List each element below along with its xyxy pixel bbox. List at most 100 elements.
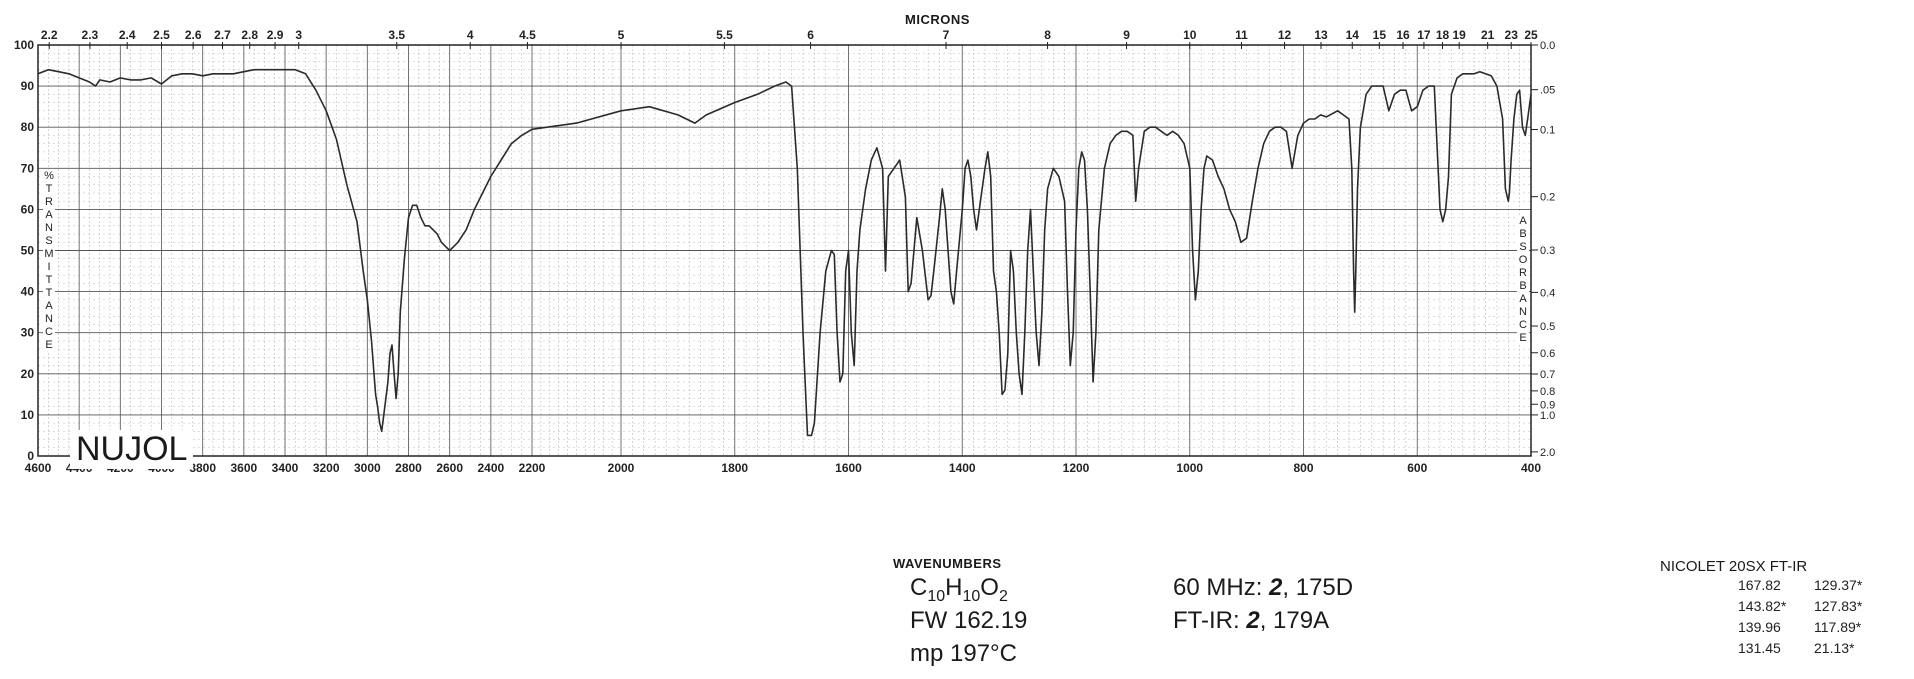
instrument-label: NICOLET 20SX FT-IR	[1660, 558, 1808, 575]
formula-c: C	[910, 574, 928, 601]
absorbance-tick-label: 0.3	[1540, 245, 1555, 257]
transmittance-tick-label: 50	[21, 244, 35, 258]
nmr-reference: 60 MHz: 2, 175D	[1173, 574, 1353, 602]
micron-tick-label: 25	[1524, 28, 1538, 42]
ftir-page: , 179A	[1259, 607, 1330, 634]
absorbance-tick-label: 0.9	[1540, 399, 1555, 411]
peak-value: 127.83*	[1814, 598, 1863, 614]
peak-value: 143.82*	[1738, 598, 1787, 614]
absorbance-tick-labels: 0.0 .05 0.1 0.2 0.3 0.4 0.5 0.6 0.7 0.80.91.0 2.0	[1531, 40, 1555, 459]
axis-letter: B	[1519, 280, 1527, 292]
micron-tick-label: 12	[1278, 28, 1292, 42]
molecular-formula: C10H10O2	[910, 574, 1008, 606]
axis-letter: A	[1519, 293, 1527, 305]
axis-letter: C	[1519, 319, 1527, 331]
micron-tick-label: 21	[1481, 28, 1495, 42]
axis-letter: C	[45, 326, 53, 338]
formula-c-count: 10	[927, 587, 946, 605]
axis-letter: A	[45, 300, 53, 312]
wavenumber-tick-label: 1800	[721, 461, 748, 475]
micron-tick-label: 11	[1235, 28, 1248, 42]
spectrum-line	[37, 68, 1532, 437]
absorbance-tick-label: 0.8	[1540, 386, 1555, 398]
wavenumber-tick-label: 2200	[519, 461, 546, 475]
micron-tick-label: 4.5	[519, 28, 536, 42]
micron-tick-label: 2.8	[241, 28, 258, 42]
peak-list: 167.82 129.37* 143.82* 127.83* 139.96 117.8…	[1738, 577, 1876, 661]
wavenumber-tick-label: 4600	[25, 461, 52, 475]
absorbance-tick-label: 0.7	[1540, 369, 1555, 381]
transmittance-tick-label: 40	[21, 285, 35, 299]
wavenumber-tick-label: 3600	[230, 461, 257, 475]
transmittance-tick-label: 10	[21, 408, 35, 422]
peak-row: 131.45 21.13*	[1738, 640, 1876, 661]
absorbance-tick-label: 1.0	[1540, 410, 1555, 422]
micron-tick-label: 3.5	[388, 28, 405, 42]
micron-tick-label: 2.7	[214, 28, 231, 42]
wavenumber-tick-labels: 4600440042004000380036003400320030002800…	[25, 461, 1542, 475]
absorbance-tick-label: .05	[1540, 85, 1555, 97]
micron-tick-label: 14	[1346, 28, 1360, 42]
grid-major	[37, 44, 1532, 457]
micron-tick-label: 18	[1436, 28, 1450, 42]
axis-letter: R	[1519, 267, 1527, 279]
wavenumber-tick-label: 1600	[835, 461, 862, 475]
transmittance-tick-label: 90	[21, 79, 35, 93]
micron-tick-label: 23	[1505, 28, 1519, 42]
absorbance-tick-label: 0.5	[1540, 321, 1555, 333]
wavenumber-tick-label: 2800	[395, 461, 422, 475]
formula-weight: FW 162.19	[910, 607, 1028, 634]
transmittance-tick-label: 80	[21, 120, 35, 134]
micron-tick-label: 17	[1417, 28, 1431, 42]
axis-letter: O	[1518, 254, 1528, 266]
absorbance-tick-label: 0.6	[1540, 348, 1555, 360]
formula-o: O	[980, 574, 999, 601]
micron-tick-label: 4	[467, 28, 474, 42]
micron-tick-label: 7	[943, 28, 950, 42]
axis-letter: B	[1519, 228, 1527, 240]
micron-tick-label: 2.9	[267, 28, 284, 42]
wavenumber-tick-label: 1400	[949, 461, 976, 475]
ftir-prefix: FT-IR:	[1173, 607, 1247, 634]
formula-o-count: 2	[998, 587, 1008, 605]
transmittance-tick-label: 100	[14, 38, 34, 52]
wavenumbers-axis-label: WAVENUMBERS	[893, 556, 1002, 571]
transmittance-tick-label: 0	[27, 449, 34, 463]
absorbance-tick-label: 0.1	[1540, 125, 1555, 137]
peak-row: 143.82* 127.83*	[1738, 598, 1876, 619]
nmr-page: , 175D	[1282, 574, 1354, 601]
axis-letter: N	[45, 222, 53, 234]
ftir-volume: 2	[1246, 607, 1260, 634]
micron-tick-label: 5	[618, 28, 625, 42]
transmittance-tick-label: 20	[21, 367, 35, 381]
peak-value: 21.13*	[1814, 640, 1855, 656]
peak-value: 117.89*	[1814, 619, 1862, 635]
micron-tick-label: 9	[1123, 28, 1130, 42]
absorbance-tick-label: 0.4	[1540, 287, 1555, 299]
wavenumber-tick-label: 3200	[313, 461, 340, 475]
peak-value: 129.37*	[1814, 577, 1863, 593]
micron-tick-label: 6	[807, 28, 814, 42]
wavenumber-tick-label: 1200	[1063, 461, 1090, 475]
micron-tick-label: 16	[1396, 28, 1410, 42]
micron-tick-label: 19	[1452, 28, 1466, 42]
micron-tick-label: 2.6	[185, 28, 202, 42]
axis-letter: S	[1519, 241, 1527, 253]
axis-letter: N	[45, 313, 53, 325]
micron-tick-label: 10	[1183, 28, 1197, 42]
axis-letter: T	[45, 287, 53, 299]
axis-letter: E	[1519, 332, 1527, 344]
wavenumber-tick-label: 2000	[608, 461, 635, 475]
absorbance-tick-label: 0.2	[1540, 192, 1555, 204]
wavenumber-tick-label: 3400	[272, 461, 299, 475]
sample-medium-label: NUJOL	[70, 430, 194, 469]
axis-letter: N	[1519, 306, 1527, 318]
ftir-reference: FT-IR: 2, 179A	[1173, 607, 1329, 635]
micron-tick-label: 5.5	[716, 28, 733, 42]
wavenumber-tick-label: 1000	[1176, 461, 1203, 475]
formula-h: H	[945, 574, 963, 601]
